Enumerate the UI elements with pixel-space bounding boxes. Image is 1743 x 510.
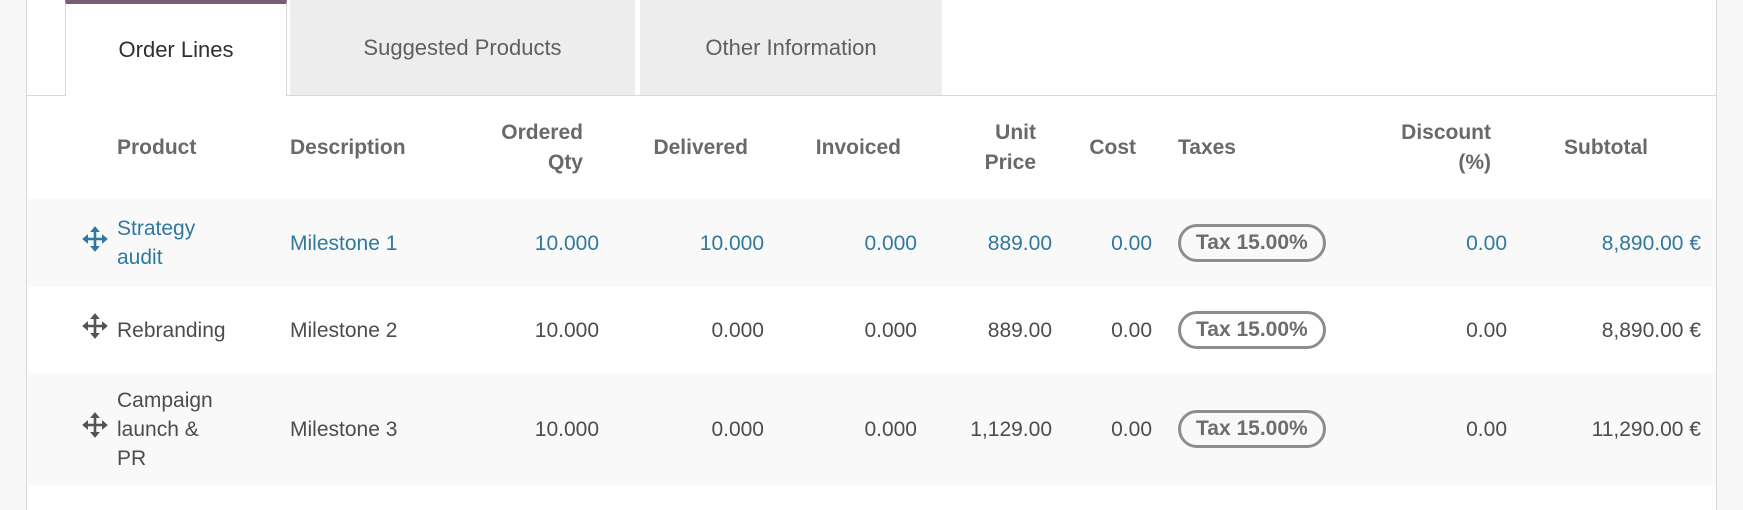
cell-unit-price[interactable]: 889.00 bbox=[923, 287, 1058, 373]
drag-handle-icon[interactable] bbox=[81, 312, 109, 340]
drag-handle-icon[interactable] bbox=[81, 411, 109, 439]
order-lines-table: Product Description Ordered Qty Delivere… bbox=[27, 96, 1716, 485]
cell-unit-price[interactable]: 889.00 bbox=[923, 199, 1058, 287]
cell-subtotal[interactable]: 8,890.00 € bbox=[1513, 199, 1716, 287]
column-header-invoiced[interactable]: Invoiced bbox=[770, 96, 923, 199]
cell-delivered[interactable]: 0.000 bbox=[605, 373, 770, 485]
tab-order-lines[interactable]: Order Lines bbox=[65, 0, 287, 96]
tab-other-information[interactable]: Other Information bbox=[640, 0, 942, 95]
column-header-subtotal[interactable]: Subtotal bbox=[1513, 96, 1716, 199]
cell-ordered-qty[interactable]: 10.000 bbox=[460, 287, 605, 373]
cell-subtotal[interactable]: 11,290.00 € bbox=[1513, 373, 1716, 485]
cell-taxes[interactable]: Tax 15.00% bbox=[1158, 287, 1368, 373]
cell-description[interactable]: Milestone 3 bbox=[260, 373, 460, 485]
cell-product[interactable]: Rebranding bbox=[105, 287, 260, 373]
cell-taxes[interactable]: Tax 15.00% bbox=[1158, 373, 1368, 485]
drag-handle-icon[interactable] bbox=[81, 225, 109, 253]
column-header-discount[interactable]: Discount (%) bbox=[1368, 96, 1513, 199]
drag-handle-cell[interactable] bbox=[27, 287, 108, 373]
cell-description[interactable]: Milestone 1 bbox=[260, 199, 460, 287]
cell-taxes[interactable]: Tax 15.00% bbox=[1158, 199, 1368, 287]
cell-cost[interactable]: 0.00 bbox=[1058, 199, 1158, 287]
cell-discount[interactable]: 0.00 bbox=[1368, 287, 1513, 373]
notebook-tabbar: Order Lines Suggested Products Other Inf… bbox=[27, 0, 1716, 96]
cell-delivered[interactable]: 0.000 bbox=[605, 287, 770, 373]
cell-ordered-qty[interactable]: 10.000 bbox=[460, 199, 605, 287]
form-sheet: Order Lines Suggested Products Other Inf… bbox=[26, 0, 1717, 510]
cell-subtotal[interactable]: 8,890.00 € bbox=[1513, 287, 1716, 373]
tab-suggested-products[interactable]: Suggested Products bbox=[290, 0, 635, 95]
column-header-cost[interactable]: Cost bbox=[1058, 96, 1158, 199]
cell-cost[interactable]: 0.00 bbox=[1058, 287, 1158, 373]
column-header-taxes[interactable]: Taxes bbox=[1158, 96, 1368, 199]
column-header-delivered[interactable]: Delivered bbox=[605, 96, 770, 199]
column-header-unit-price[interactable]: Unit Price bbox=[923, 96, 1058, 199]
cell-product[interactable]: Strategy audit bbox=[105, 199, 260, 287]
cell-unit-price[interactable]: 1,129.00 bbox=[923, 373, 1058, 485]
tax-badge: Tax 15.00% bbox=[1178, 224, 1326, 262]
cell-description[interactable]: Milestone 2 bbox=[260, 287, 460, 373]
cell-delivered[interactable]: 10.000 bbox=[605, 199, 770, 287]
cell-invoiced[interactable]: 0.000 bbox=[770, 373, 923, 485]
order-line-row[interactable]: Rebranding Milestone 2 10.000 0.000 0.00… bbox=[27, 287, 1716, 373]
tax-badge: Tax 15.00% bbox=[1178, 410, 1326, 448]
order-line-row[interactable]: Strategy audit Milestone 1 10.000 10.000… bbox=[27, 199, 1716, 287]
order-line-row[interactable]: Campaign launch & PR Milestone 3 10.000 … bbox=[27, 373, 1716, 485]
cell-product[interactable]: Campaign launch & PR bbox=[105, 373, 260, 485]
cell-discount[interactable]: 0.00 bbox=[1368, 373, 1513, 485]
drag-handle-cell[interactable] bbox=[27, 373, 108, 485]
cell-cost[interactable]: 0.00 bbox=[1058, 373, 1158, 485]
column-header-description[interactable]: Description bbox=[260, 96, 460, 199]
table-header-row: Product Description Ordered Qty Delivere… bbox=[27, 96, 1716, 199]
tax-badge: Tax 15.00% bbox=[1178, 311, 1326, 349]
column-header-ordered-qty[interactable]: Ordered Qty bbox=[460, 96, 605, 199]
cell-ordered-qty[interactable]: 10.000 bbox=[460, 373, 605, 485]
cell-invoiced[interactable]: 0.000 bbox=[770, 287, 923, 373]
cell-discount[interactable]: 0.00 bbox=[1368, 199, 1513, 287]
drag-handle-cell[interactable] bbox=[27, 199, 108, 287]
cell-invoiced[interactable]: 0.000 bbox=[770, 199, 923, 287]
column-header-product[interactable]: Product bbox=[105, 96, 260, 199]
handle-column-header bbox=[27, 96, 105, 199]
